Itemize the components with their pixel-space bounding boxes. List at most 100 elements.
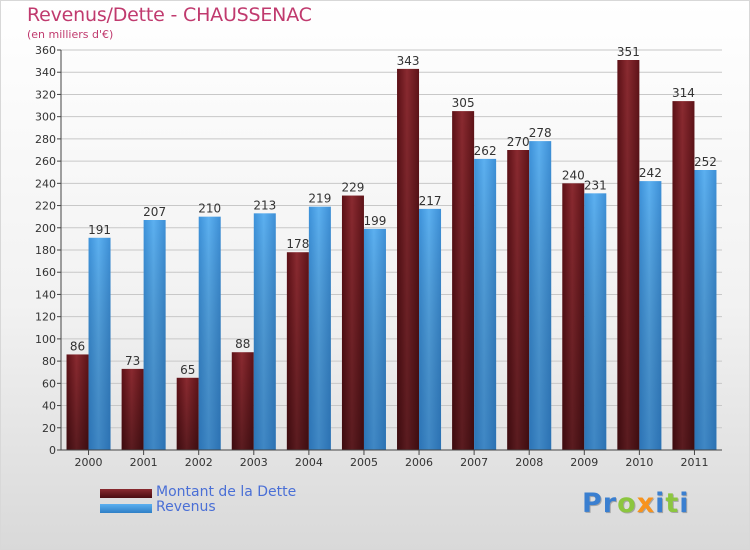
bar-revenus-shade xyxy=(529,141,552,450)
data-label-revenus: 278 xyxy=(529,126,552,140)
logo-letter: t xyxy=(665,488,680,519)
data-label-revenus: 262 xyxy=(474,144,497,158)
x-tick-label: 2002 xyxy=(185,456,213,469)
y-tick-label: 360 xyxy=(35,44,56,57)
x-tick-label: 2005 xyxy=(350,456,378,469)
data-label-dette: 73 xyxy=(125,354,140,368)
y-tick-label: 140 xyxy=(35,288,56,301)
legend-label-debt: Montant de la Dette xyxy=(156,484,297,500)
bar-revenus-shade xyxy=(143,220,166,450)
x-tick-label: 2010 xyxy=(625,456,653,469)
x-axis-ticks: 2000 2001 2002 2003 2004 2005 2006 2007 2008 2009… xyxy=(75,450,708,469)
data-label-revenus: 199 xyxy=(364,214,387,228)
logo-letter: i xyxy=(679,488,690,519)
chart-subtitle: (en milliers d'€) xyxy=(27,28,114,41)
bar-revenus-shade xyxy=(694,170,717,450)
data-label-revenus: 210 xyxy=(198,202,221,216)
data-label-dette: 343 xyxy=(397,54,420,68)
y-tick-label: 160 xyxy=(35,266,56,279)
y-tick-label: 180 xyxy=(35,244,56,257)
x-tick-label: 2004 xyxy=(295,456,323,469)
data-label-revenus: 191 xyxy=(88,223,111,237)
x-tick-label: 2001 xyxy=(130,456,158,469)
data-label-dette: 270 xyxy=(507,135,530,149)
bar-dette-shade xyxy=(617,60,640,450)
x-tick-label: 2006 xyxy=(405,456,433,469)
bar-dette-shade xyxy=(66,354,89,450)
proxiti-logo: Proxiti xyxy=(582,488,690,519)
logo-letter: x xyxy=(636,488,656,519)
bars xyxy=(66,60,717,451)
data-label-revenus: 219 xyxy=(308,192,331,206)
logo-letter: P xyxy=(582,488,603,519)
data-label-dette: 178 xyxy=(286,237,309,251)
legend-label-revenus: Revenus xyxy=(156,499,216,515)
y-tick-label: 220 xyxy=(35,200,56,213)
data-label-dette: 314 xyxy=(672,86,695,100)
data-label-revenus: 242 xyxy=(639,166,662,180)
y-tick-label: 300 xyxy=(35,111,56,124)
y-tick-label: 60 xyxy=(42,377,56,390)
bar-revenus-shade xyxy=(584,193,607,451)
y-tick-label: 240 xyxy=(35,177,56,190)
bar-dette-shade xyxy=(176,377,199,450)
legend-swatch-revenus xyxy=(100,504,152,513)
y-tick-label: 340 xyxy=(35,66,56,79)
bar-revenus-shade xyxy=(198,216,221,450)
x-tick-label: 2000 xyxy=(75,456,103,469)
data-label-dette: 240 xyxy=(562,168,585,182)
x-tick-label: 2003 xyxy=(240,456,268,469)
bar-revenus-shade xyxy=(363,228,386,450)
x-tick-label: 2008 xyxy=(515,456,543,469)
logo-letter: i xyxy=(655,488,666,519)
bar-revenus-shade xyxy=(253,213,276,450)
bar-dette-shade xyxy=(286,252,309,450)
y-tick-label: 120 xyxy=(35,311,56,324)
bar-revenus-shade xyxy=(639,181,662,450)
logo-letter: r xyxy=(602,488,618,519)
bar-revenus-shade xyxy=(88,237,111,450)
bar-dette-shade xyxy=(121,368,144,450)
bar-dette-shade xyxy=(341,195,364,450)
data-label-revenus: 231 xyxy=(584,178,607,192)
y-tick-label: 80 xyxy=(42,355,56,368)
data-label-dette: 65 xyxy=(180,363,195,377)
chart-title: Revenus/Dette - CHAUSSENAC xyxy=(27,4,312,26)
axes xyxy=(60,50,722,451)
y-tick-label: 200 xyxy=(35,222,56,235)
data-label-dette: 88 xyxy=(235,337,250,351)
y-tick-label: 280 xyxy=(35,133,56,146)
y-tick-label: 0 xyxy=(49,444,56,457)
bar-dette-shade xyxy=(562,183,585,451)
data-label-revenus: 217 xyxy=(419,194,442,208)
bar-revenus-shade xyxy=(308,206,331,450)
data-label-dette: 351 xyxy=(617,45,640,59)
x-tick-label: 2007 xyxy=(460,456,488,469)
legend-swatch-debt xyxy=(100,489,152,498)
bar-dette-shade xyxy=(397,68,420,450)
y-tick-label: 260 xyxy=(35,155,56,168)
logo-letter: o xyxy=(617,488,637,519)
y-tick-label: 40 xyxy=(42,400,56,413)
data-labels: 86 191 73 207 65 210 88 213 178 219 229 199 343 217 30… xyxy=(70,45,717,377)
bar-dette-shade xyxy=(231,352,254,450)
x-tick-label: 2011 xyxy=(680,456,708,469)
data-label-dette: 229 xyxy=(342,181,365,195)
bar-dette-shade xyxy=(507,150,530,450)
data-label-revenus: 207 xyxy=(143,205,166,219)
data-label-dette: 86 xyxy=(70,339,85,353)
data-label-revenus: 252 xyxy=(694,155,717,169)
bar-dette-shade xyxy=(452,111,475,450)
y-tick-label: 20 xyxy=(42,422,56,435)
bar-dette-shade xyxy=(672,101,695,450)
grid-lines xyxy=(61,49,722,451)
data-label-dette: 305 xyxy=(452,96,475,110)
x-tick-label: 2009 xyxy=(570,456,598,469)
data-label-revenus: 213 xyxy=(253,198,276,212)
y-tick-label: 320 xyxy=(35,88,56,101)
bar-revenus-shade xyxy=(474,158,497,450)
bar-revenus-shade xyxy=(419,208,442,450)
y-axis-ticks: 0 20 40 60 80 100 120 140 160 180 200 220 240 260 280 3… xyxy=(35,44,61,457)
y-tick-label: 100 xyxy=(35,333,56,346)
